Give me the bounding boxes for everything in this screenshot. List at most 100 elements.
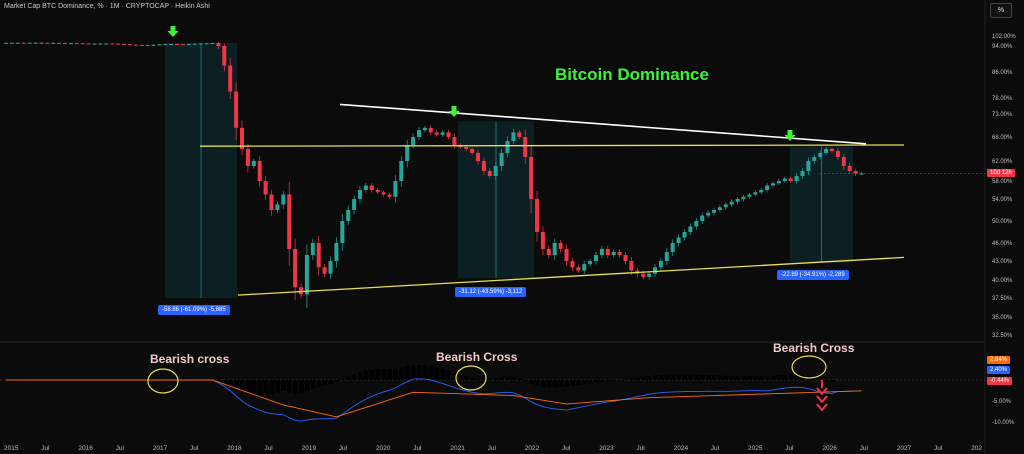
time-axis: 2015 Jul 2016 Jul 2017 Jul 2018 Jul 2019 Jul 2020 J… — [4, 445, 982, 452]
macd-histogram-bar — [481, 379, 487, 380]
candle-body — [523, 137, 528, 157]
candle-body — [157, 44, 162, 46]
candle-body — [540, 232, 545, 249]
time-tick-label: Jul — [488, 445, 497, 452]
candle-body — [322, 267, 327, 274]
macd-histogram-bar — [830, 380, 835, 382]
candle-body — [753, 192, 758, 195]
candle-body — [234, 91, 239, 128]
candle-body — [310, 243, 315, 255]
candle-body — [859, 173, 864, 175]
candle-body — [582, 264, 587, 271]
time-tick-label: 2015 — [4, 445, 19, 452]
candle-body — [700, 215, 705, 221]
candle-body — [293, 249, 298, 288]
candle-body — [393, 181, 398, 197]
candle-body — [647, 273, 652, 277]
candle-body — [487, 171, 492, 176]
price-tick-label: 78.00% — [992, 96, 1013, 102]
candle-body — [346, 210, 351, 221]
candle-body — [806, 161, 811, 171]
macd-histogram-bar — [269, 380, 275, 395]
candle-body — [334, 243, 339, 261]
candle-body — [812, 157, 817, 161]
red-chevron-icon — [816, 403, 828, 412]
candle-body — [328, 261, 333, 274]
support-line — [237, 256, 905, 296]
macd-histogram-bar — [723, 375, 729, 380]
macd-histogram-bar — [576, 380, 581, 386]
time-tick-label: Jul — [562, 445, 571, 452]
macd-histogram-bar — [570, 380, 575, 386]
red-chevron-icon — [816, 387, 828, 396]
macd-histogram-bar — [741, 375, 747, 380]
time-tick-label: 2021 — [450, 445, 465, 452]
osc-tick-label: -10.00% — [992, 420, 1015, 426]
macd-histogram-bar — [358, 372, 363, 380]
candle-body — [222, 46, 227, 66]
macd-histogram-bar — [263, 380, 269, 396]
macd-histogram-bar — [788, 373, 794, 380]
candle-body — [381, 192, 386, 195]
candle-body — [853, 171, 858, 174]
candle-body — [529, 157, 534, 199]
candle-body — [316, 243, 321, 268]
candle-body — [181, 44, 185, 46]
macd-histogram-bar — [794, 373, 800, 380]
cross-highlight-ellipse — [791, 355, 827, 379]
candle-body — [611, 252, 616, 255]
macd-histogram-bar — [782, 374, 788, 380]
time-tick-label: 2020 — [376, 445, 391, 452]
candle-body — [605, 249, 610, 255]
macd-histogram-bar — [299, 380, 304, 394]
macd-histogram-bar — [706, 374, 711, 380]
candle-body — [771, 183, 775, 186]
macd-histogram-bar — [381, 369, 387, 380]
macd-histogram-bar — [310, 380, 316, 389]
macd-histogram-bar — [440, 369, 446, 380]
down-arrow-icon — [448, 106, 460, 117]
candle-body — [729, 201, 734, 205]
signal-line — [6, 379, 862, 418]
candle-body — [835, 151, 840, 157]
macd-histogram-bar — [428, 365, 434, 380]
candle-body — [794, 176, 799, 181]
candle-body — [86, 43, 91, 45]
candle-body — [411, 137, 416, 145]
macd-histogram-bar — [240, 380, 245, 392]
candle-body — [245, 149, 250, 166]
macd-histogram-bar — [346, 376, 351, 380]
price-tick-label: 86.00% — [992, 70, 1013, 76]
macd-histogram-bar — [605, 380, 611, 382]
candle-body — [352, 199, 357, 210]
candle-body — [735, 199, 740, 202]
percent-scale-button[interactable]: % — [990, 3, 1012, 18]
candle-body — [110, 43, 115, 45]
time-tick-label: 202 — [971, 445, 982, 452]
candle-body — [51, 42, 56, 44]
candle-body — [594, 255, 598, 261]
time-tick-label: Jul — [116, 445, 125, 452]
macd-histogram-bar — [328, 380, 334, 384]
macd-histogram-bar — [765, 376, 770, 380]
time-tick-label: 2026 — [822, 445, 837, 452]
macd-histogram-bar — [540, 380, 546, 388]
macd-histogram-bar — [664, 374, 670, 380]
macd-histogram-bar — [287, 380, 292, 393]
time-tick-label: Jul — [711, 445, 720, 452]
macd-histogram-bar — [363, 370, 369, 380]
candle-body — [847, 166, 852, 171]
macd-histogram-bar — [334, 380, 339, 382]
macd-histogram-bar — [228, 380, 233, 386]
price-tick-label: 54.00% — [992, 197, 1013, 203]
time-tick-label: Jul — [785, 445, 794, 452]
candle-body — [63, 43, 67, 44]
macd-histogram-bar — [676, 374, 682, 380]
candle-body — [782, 178, 787, 181]
macd-histogram-bar — [422, 364, 428, 380]
candle-body — [417, 130, 421, 137]
candle-body — [175, 44, 180, 45]
cross-highlight-ellipse — [147, 368, 179, 394]
candle-body — [210, 43, 215, 44]
